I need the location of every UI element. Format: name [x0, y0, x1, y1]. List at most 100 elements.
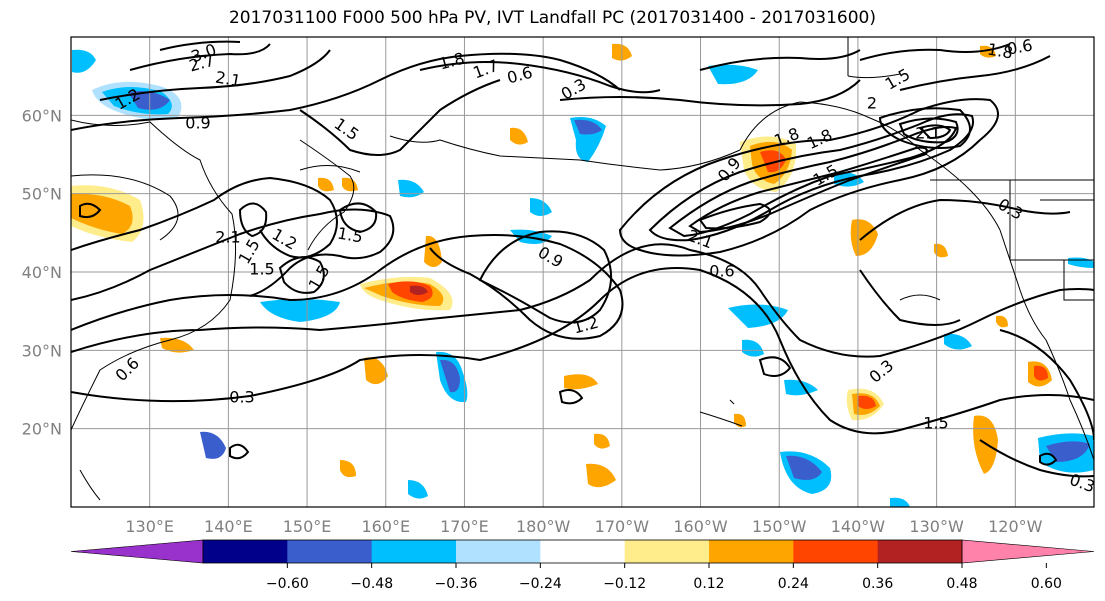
- lon-label: 140°E: [204, 517, 253, 536]
- lon-label: 180°W: [516, 517, 571, 536]
- colorbar-ticks: −0.60 −0.48 −0.36 −0.24 −0.12 0.12 0.24 0.36 0.4…: [266, 563, 1062, 592]
- shade-positive-patch: [510, 127, 528, 145]
- shade-negative-patch: [784, 379, 818, 396]
- lat-label: 60°N: [22, 106, 62, 125]
- shade-positive-patch: [858, 395, 876, 409]
- shade-negative-patch: [398, 179, 424, 198]
- contour-label: 1.5: [882, 65, 914, 94]
- shade-negative-patch: [574, 119, 602, 135]
- lat-label: 50°N: [22, 185, 62, 204]
- map-title: 2017031100 F000 500 hPa PV, IVT Landfall…: [228, 8, 876, 28]
- colorbar: [70, 539, 1095, 564]
- lon-label: 130°W: [909, 517, 964, 536]
- contour-label: 0.6: [1006, 35, 1034, 58]
- contour-label: 0.6: [709, 262, 734, 281]
- shade-negative-patch: [260, 299, 340, 322]
- shade-negative-patch: [1068, 257, 1094, 268]
- colorbar-swatch: [371, 540, 457, 563]
- contour-label: 1.5: [331, 114, 363, 144]
- contour-label: 1.8: [986, 39, 1014, 62]
- shade-negative-patch: [128, 91, 170, 110]
- contour-label: 1.5: [305, 262, 334, 294]
- colorbar-extend-high: [961, 539, 1095, 564]
- colorbar-tick-label: 0.12: [693, 576, 724, 592]
- colorbar-tick-label: −0.12: [603, 576, 646, 592]
- coastlines: [71, 37, 1094, 501]
- lon-label: 160°E: [361, 517, 410, 536]
- contour-label: 2.1: [215, 228, 240, 247]
- colorbar-swatch: [456, 540, 541, 563]
- shade-negative-patch: [786, 455, 822, 480]
- colorbar-swatch: [287, 540, 373, 563]
- longitude-labels: 130°E 140°E 150°E 160°E 170°E 180°W 170°W 160°W…: [125, 517, 1042, 536]
- ivt-shading: [71, 43, 1094, 507]
- colorbar-swatch: [203, 540, 288, 563]
- colorbar-tick-label: 0.36: [862, 576, 893, 592]
- shade-positive-patch: [996, 315, 1008, 328]
- contour-label: 2.1: [915, 124, 940, 143]
- shade-negative-patch: [72, 49, 96, 73]
- shade-negative-patch: [440, 359, 460, 393]
- colorbar-swatch: [793, 540, 879, 563]
- latitude-labels: 60°N 50°N 40°N 30°N 20°N: [22, 106, 62, 438]
- colorbar-border: [202, 539, 963, 564]
- lat-label: 40°N: [22, 263, 62, 282]
- colorbar-tick-label: 0.24: [778, 576, 809, 592]
- shade-positive-patch: [340, 460, 356, 478]
- contour-label: 0.3: [995, 195, 1027, 224]
- shade-negative-patch: [200, 431, 226, 459]
- contour-label: 0.3: [866, 356, 898, 387]
- shade-negative-patch: [728, 304, 788, 328]
- contour-label: 1.5: [336, 223, 364, 246]
- contour-label: 1.7: [470, 56, 500, 83]
- shade-positive-patch: [1034, 365, 1048, 381]
- lon-label: 150°W: [752, 517, 807, 536]
- contour-label: 0.6: [505, 63, 535, 88]
- colorbar-tick-label: −0.36: [435, 576, 478, 592]
- shade-positive-patch: [342, 177, 358, 192]
- colorbar-swatch: [877, 540, 963, 563]
- colorbar-swatch: [709, 540, 794, 563]
- lon-label: 150°E: [283, 517, 332, 536]
- colorbar-extend-low: [70, 539, 204, 564]
- contour-label: 2: [867, 94, 877, 113]
- colorbar-swatch: [624, 540, 710, 563]
- contour-label: 0.3: [229, 388, 254, 407]
- shade-negative-patch: [408, 480, 428, 499]
- shade-positive-patch: [934, 243, 948, 258]
- thin-contours: [71, 165, 941, 301]
- shade-positive-patch: [160, 337, 194, 353]
- lat-label: 20°N: [22, 420, 62, 439]
- shade-positive-patch: [318, 177, 334, 192]
- lon-label: 160°W: [673, 517, 728, 536]
- shade-positive-patch: [410, 285, 428, 295]
- contour-label: 1.2: [269, 225, 301, 254]
- shade-negative-patch: [708, 64, 758, 85]
- colorbar-tick-label: −0.48: [350, 576, 393, 592]
- lon-label: 140°W: [831, 517, 886, 536]
- lat-label: 30°N: [22, 341, 62, 360]
- shade-positive-patch: [594, 433, 610, 449]
- contour-label: 2.1: [214, 67, 242, 90]
- shade-negative-patch: [530, 198, 552, 216]
- contour-label: 1.5: [249, 260, 274, 279]
- shade-positive-patch: [364, 357, 388, 385]
- lon-label: 170°E: [440, 517, 489, 536]
- shade-negative-patch: [742, 339, 764, 357]
- plot-frame: [70, 36, 1095, 508]
- shade-positive-patch: [586, 463, 616, 488]
- colorbar-tick-label: −0.24: [519, 576, 562, 592]
- pv-contours: [71, 40, 1094, 478]
- lon-label: 120°W: [988, 517, 1043, 536]
- shade-negative-patch: [890, 497, 910, 507]
- colorbar-tick-label: 0.48: [946, 576, 977, 592]
- shade-negative-patch: [1046, 441, 1090, 462]
- shade-positive-patch: [564, 374, 598, 390]
- contour-label: 1.8: [437, 49, 467, 74]
- contour-label: 1.5: [923, 414, 948, 433]
- contour-label: 0.3: [1067, 470, 1097, 497]
- lon-label: 130°E: [125, 517, 174, 536]
- contour-label: 1.2: [571, 313, 601, 338]
- contour-label: 0.6: [112, 354, 143, 385]
